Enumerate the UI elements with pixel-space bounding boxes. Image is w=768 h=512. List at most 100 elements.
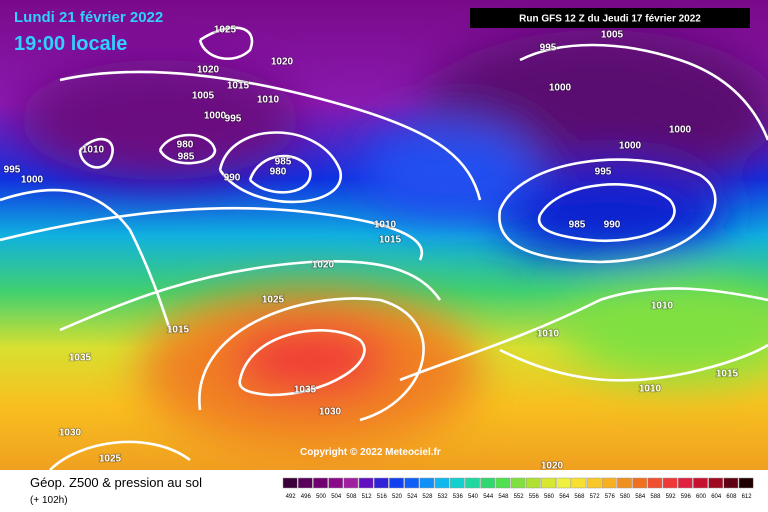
- legend-label: 520: [392, 494, 403, 500]
- legend-swatch: [404, 477, 420, 489]
- legend-swatch: [601, 477, 617, 489]
- isobar-label: 1010: [639, 384, 662, 395]
- isobar-label: 1020: [541, 461, 564, 472]
- legend-label: 532: [438, 494, 449, 500]
- legend-swatch: [693, 477, 708, 489]
- legend: 492 496 500 504 508 512 516 520 524 528 532 536 540 5…: [282, 477, 754, 500]
- isobar-label: 985: [178, 152, 195, 163]
- legend-swatch: [343, 477, 359, 489]
- legend-swatch: [571, 477, 587, 489]
- isobar-label: 1010: [537, 329, 560, 340]
- legend-swatch: [586, 477, 602, 489]
- isobar-label: 1025: [262, 295, 285, 306]
- run-info: Run GFS 12 Z du Jeudi 17 février 2022: [519, 14, 701, 25]
- legend-label: 500: [316, 494, 327, 500]
- isobar-label: 1025: [214, 25, 237, 36]
- isobar-label: 985: [569, 220, 586, 231]
- isobar-label: 1005: [601, 30, 624, 41]
- isobar-label: 1000: [204, 111, 227, 122]
- legend-label: 568: [574, 494, 585, 500]
- isobar-label: 1015: [716, 369, 739, 380]
- run-info-box: [470, 8, 750, 28]
- copyright: Copyright © 2022 Meteociel.fr: [300, 447, 441, 458]
- isobar-label: 1015: [227, 81, 250, 92]
- legend-label: 524: [407, 494, 418, 500]
- isobar-label: 1035: [69, 353, 92, 364]
- legend-swatch: [389, 477, 404, 489]
- isobar-label: 985: [275, 157, 292, 168]
- isobar-label: 1025: [99, 454, 122, 465]
- isobars: [0, 26, 768, 471]
- legend-swatch: [617, 477, 632, 489]
- isobar-label: 995: [595, 167, 612, 178]
- footer: [0, 470, 768, 512]
- isobar-label: 1000: [669, 125, 692, 136]
- isobar-label: 1000: [21, 175, 44, 186]
- isobar-label: 1005: [192, 91, 215, 102]
- legend-label: 504: [331, 494, 342, 500]
- isobar-label: 1015: [379, 235, 402, 246]
- legend-label: 556: [529, 494, 540, 500]
- legend-label: 528: [422, 494, 433, 500]
- legend-label: 540: [468, 494, 479, 500]
- legend-label: 516: [377, 494, 388, 500]
- isobar-label: 990: [224, 173, 241, 184]
- legend-label: 508: [346, 494, 357, 500]
- footer-subtitle: (+ 102h): [30, 495, 68, 506]
- legend-label: 552: [514, 494, 525, 500]
- legend-label: 588: [650, 494, 661, 500]
- isobar-label: 995: [4, 165, 21, 176]
- legend-label: 596: [681, 494, 692, 500]
- legend-swatch: [708, 477, 724, 489]
- legend-swatch: [738, 477, 754, 489]
- isobar-label: 990: [604, 220, 621, 231]
- date: Lundi 21 février 2022: [14, 9, 163, 26]
- legend-swatch: [465, 477, 480, 489]
- legend-label: 592: [666, 494, 677, 500]
- isobar-label: 1010: [82, 145, 105, 156]
- legend-label: 564: [559, 494, 570, 500]
- legend-swatch: [556, 477, 572, 489]
- isobar-label: 1030: [319, 407, 342, 418]
- isobar-label: 980: [270, 167, 287, 178]
- legend-label: 492: [286, 494, 297, 500]
- isobar-label: 1020: [197, 65, 220, 76]
- isobar-label: 995: [540, 43, 557, 54]
- legend-swatch: [495, 477, 511, 489]
- legend-label: 548: [498, 494, 509, 500]
- legend-swatch: [434, 477, 450, 489]
- legend-swatch: [723, 477, 739, 489]
- legend-swatch: [282, 477, 298, 489]
- legend-label: 612: [742, 494, 753, 500]
- legend-swatch: [297, 477, 313, 489]
- legend-label: 512: [362, 494, 373, 500]
- legend-label: 560: [544, 494, 555, 500]
- isobar-label: 1020: [271, 57, 294, 68]
- legend-swatch: [510, 477, 526, 489]
- legend-swatch: [525, 477, 541, 489]
- isobar-label: 995: [225, 114, 242, 125]
- legend-swatch: [419, 477, 435, 489]
- legend-label: 604: [711, 494, 722, 500]
- legend-swatch: [647, 477, 663, 489]
- isobar-label: 980: [177, 140, 194, 151]
- isobar-label: 1035: [294, 385, 317, 396]
- legend-swatch: [662, 477, 678, 489]
- legend-label: 580: [620, 494, 631, 500]
- isobar-label: 1000: [619, 141, 642, 152]
- legend-label: 496: [301, 494, 312, 500]
- legend-swatch: [541, 477, 556, 489]
- legend-label: 584: [635, 494, 646, 500]
- isobar-label: 1030: [59, 428, 82, 439]
- legend-swatch: [358, 477, 374, 489]
- legend-label: 576: [605, 494, 616, 500]
- isobar-label: 1010: [257, 95, 280, 106]
- legend-swatch: [632, 477, 648, 489]
- legend-swatch: [677, 477, 693, 489]
- map-background: [0, 0, 768, 470]
- legend-label: 572: [590, 494, 601, 500]
- isobar-label: 1010: [651, 301, 674, 312]
- isobar-label: 1010: [374, 220, 397, 231]
